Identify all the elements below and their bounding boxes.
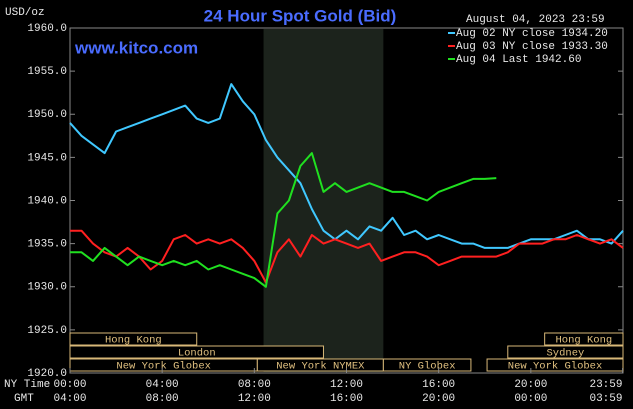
session-label: New York Globex — [116, 360, 211, 372]
y-tick-label: 1940.0 — [27, 195, 67, 207]
session-label: Sydney — [546, 347, 584, 359]
gmt-tick-label: 04:00 — [53, 393, 86, 405]
session-bar — [382, 358, 472, 372]
x-axis-label: GMT — [14, 393, 34, 405]
gmt-tick-label: 08:00 — [146, 393, 179, 405]
session-bar — [486, 358, 624, 372]
series-line — [70, 152, 497, 288]
session-label: London — [178, 347, 216, 359]
timestamp: August 04, 2023 23:59 — [466, 14, 605, 26]
x-tick-label: 04:00 — [146, 379, 179, 391]
x-tick-label: 20:00 — [514, 379, 547, 391]
x-tick-label: 16:00 — [422, 379, 455, 391]
legend-label: Aug 02 NY close 1934.20 — [456, 28, 608, 40]
session-label: Hong Kong — [105, 334, 162, 346]
series-line — [69, 83, 624, 249]
y-tick-label: 1950.0 — [27, 109, 67, 121]
session-bar — [69, 332, 198, 346]
y-tick-label: 1925.0 — [27, 325, 67, 337]
y-tick-label: 1935.0 — [27, 239, 67, 251]
gmt-tick-label: 03:59 — [589, 393, 622, 405]
x-tick-label: 00:00 — [53, 379, 86, 391]
session-label: New York Globex — [508, 360, 603, 372]
y-tick-label: 1920.0 — [27, 368, 67, 380]
legend-label: Aug 03 NY close 1933.30 — [456, 41, 608, 53]
y-tick-label: 1930.0 — [27, 282, 67, 294]
x-tick-label: 12:00 — [330, 379, 363, 391]
x-tick-label: 23:59 — [589, 379, 622, 391]
gmt-tick-label: 00:00 — [514, 393, 547, 405]
session-label: NY Globex — [399, 360, 456, 372]
gmt-tick-label: 16:00 — [330, 393, 363, 405]
legend-label: Aug 04 Last 1942.60 — [456, 54, 581, 66]
highlight-band — [263, 29, 384, 372]
gmt-tick-label: 20:00 — [422, 393, 455, 405]
chart-title: 24 Hour Spot Gold (Bid) — [204, 6, 397, 25]
series-line — [70, 229, 624, 284]
gmt-tick-label: 12:00 — [238, 393, 271, 405]
session-bar — [544, 332, 624, 346]
session-bar — [69, 345, 324, 359]
x-axis-label: NY Time — [4, 379, 50, 391]
source: www.kitco.com — [74, 38, 198, 57]
session-label: Hong Kong — [555, 334, 612, 346]
y-unit: USD/oz — [5, 7, 45, 19]
session-bar — [507, 345, 624, 359]
session-label: New York NYMEX — [276, 360, 365, 372]
y-tick-label: 1955.0 — [27, 66, 67, 78]
y-tick-label: 1945.0 — [27, 152, 67, 164]
x-tick-label: 08:00 — [238, 379, 271, 391]
y-tick-label: 1960.0 — [27, 23, 67, 35]
